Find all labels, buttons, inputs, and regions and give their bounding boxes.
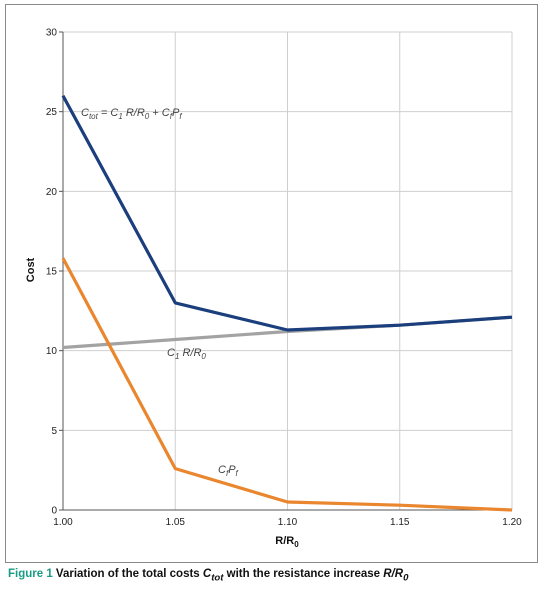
- y-tick-label: 5: [51, 426, 57, 437]
- y-axis-title: Cost: [25, 257, 37, 282]
- series-layer: [61, 94, 513, 512]
- figure-caption: Figure 1 Variation of the total costs Ct…: [8, 568, 409, 584]
- grid-layer: [59, 31, 513, 511]
- line-chart: 0 5 10 15 20 25 30 1.00 1.05 1.10 1.15 1.20 Ctot = …: [25, 28, 522, 550]
- y-tick-label: 25: [46, 107, 58, 118]
- series-label-0: Ctot = C1 R/R0 + CfPf: [81, 107, 182, 121]
- series-label-1: C1 R/R0: [167, 347, 206, 361]
- annotations: Ctot = C1 R/R0 + CfPf C1 R/R0 CfPf: [81, 107, 239, 478]
- figure-label: Figure 1: [8, 568, 53, 580]
- y-tick-label: 20: [46, 187, 58, 198]
- x-tick-label: 1.00: [53, 517, 73, 528]
- series-line-2: [61, 257, 513, 512]
- x-tick-label: 1.10: [278, 517, 298, 528]
- tick-labels: 0 5 10 15 20 25 30 1.00 1.05 1.10 1.15 1.20: [46, 28, 522, 529]
- series-label-2: CfPf: [218, 464, 239, 478]
- y-tick-label: 15: [46, 267, 58, 278]
- y-tick-label: 30: [46, 28, 58, 39]
- x-tick-label: 1.05: [166, 517, 186, 528]
- y-tick-label: 10: [46, 346, 58, 357]
- x-tick-label: 1.20: [502, 517, 522, 528]
- x-axis-title: R/R0: [275, 535, 299, 549]
- series-line-0: [61, 94, 513, 332]
- x-tick-label: 1.15: [390, 517, 410, 528]
- y-tick-label: 0: [51, 506, 57, 517]
- figure-frame: [5, 4, 538, 563]
- symbol: C: [202, 568, 212, 580]
